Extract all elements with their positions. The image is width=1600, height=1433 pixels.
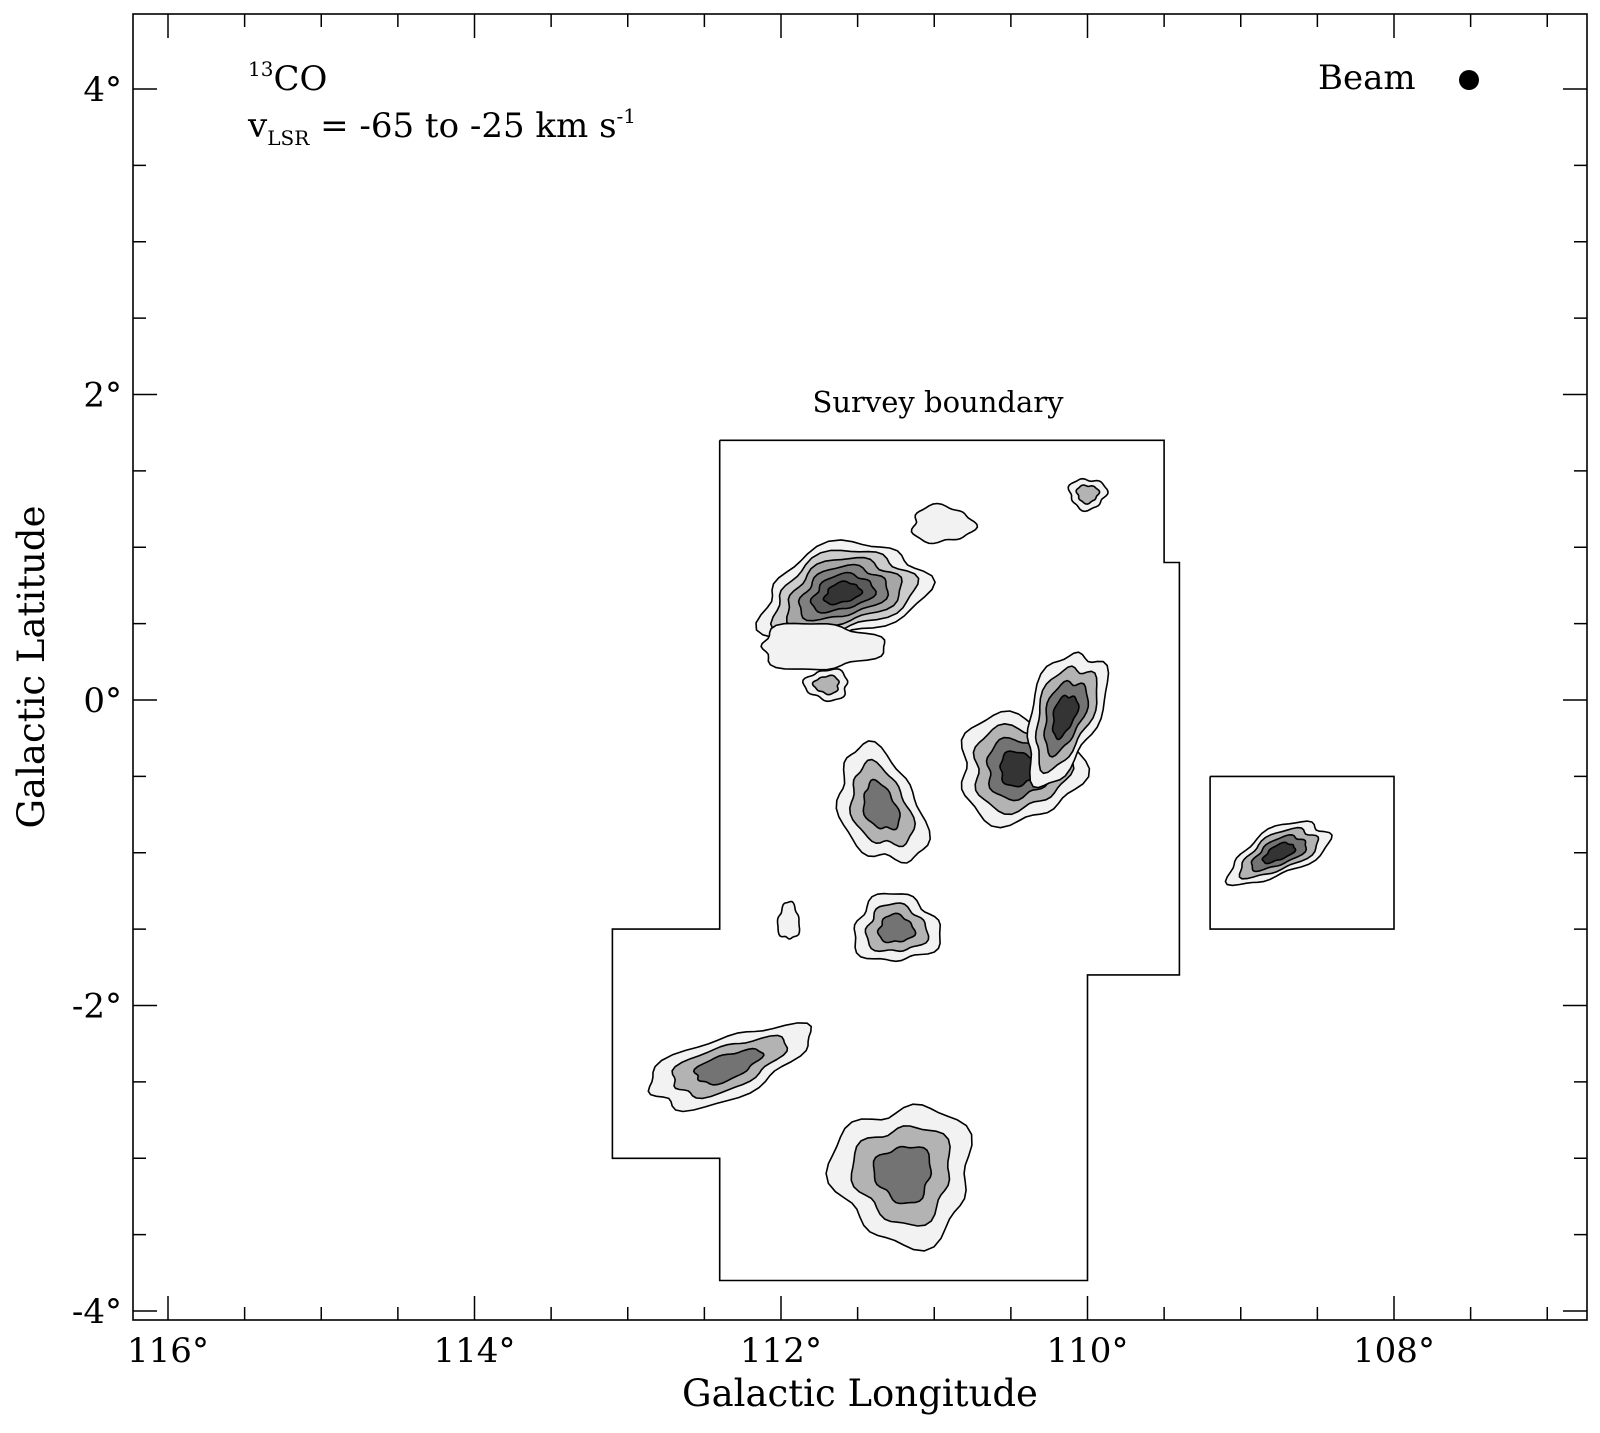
contour-line bbox=[1238, 826, 1320, 880]
velocity-symbol: v bbox=[247, 106, 268, 146]
contour-line bbox=[864, 902, 930, 953]
contour-line bbox=[802, 668, 849, 703]
cloud-fill-level bbox=[777, 901, 800, 939]
contour-line bbox=[862, 778, 901, 831]
y-tick-label: 0° bbox=[83, 681, 122, 721]
x-tick-label: 116° bbox=[127, 1331, 209, 1371]
survey-boundaries bbox=[611, 439, 1395, 1282]
cloud-fill-level bbox=[911, 503, 978, 544]
contour-line bbox=[999, 750, 1041, 788]
contour-line bbox=[776, 900, 801, 940]
contour-line bbox=[872, 1145, 933, 1205]
cloud-clump-i bbox=[910, 502, 979, 545]
cloud-fill-level bbox=[761, 623, 885, 670]
velocity-unit-exponent: -1 bbox=[617, 104, 636, 128]
y-axis-label: Galactic Latitude bbox=[10, 505, 53, 828]
contour-line bbox=[876, 912, 917, 944]
contour-line bbox=[811, 674, 840, 696]
velocity-subscript: LSR bbox=[267, 126, 310, 150]
beam-marker bbox=[1459, 70, 1479, 90]
y-tick-label: 4° bbox=[83, 70, 122, 110]
contour-line bbox=[910, 502, 979, 545]
contour-line bbox=[1051, 694, 1080, 741]
cloud-clump-h bbox=[1224, 820, 1333, 887]
plot-title-species: 13CO bbox=[248, 57, 327, 99]
x-tick-label: 114° bbox=[434, 1331, 516, 1371]
cloud-clump-a bbox=[755, 539, 936, 646]
contour-line bbox=[849, 758, 916, 848]
y-tick-label: -4° bbox=[72, 1292, 122, 1332]
contour-line bbox=[835, 740, 931, 864]
contour-line bbox=[647, 1022, 812, 1113]
contour-line bbox=[1026, 651, 1110, 789]
cloud-fill-level bbox=[863, 779, 900, 830]
cloud-clump-d bbox=[835, 740, 931, 864]
beam-label: Beam bbox=[1318, 58, 1416, 98]
emission-clouds bbox=[647, 477, 1333, 1252]
cloud-fill-level bbox=[1052, 695, 1079, 740]
contour-line bbox=[786, 556, 903, 629]
contour-line bbox=[1043, 679, 1090, 758]
contour-line bbox=[822, 580, 864, 606]
species-name: CO bbox=[273, 59, 327, 99]
cloud-fill-level bbox=[1076, 485, 1100, 505]
contour-line bbox=[825, 1103, 973, 1252]
cloud-clump-l bbox=[776, 900, 801, 940]
cloud-fill-level bbox=[812, 675, 840, 695]
cloud-clump-k bbox=[802, 668, 849, 703]
y-tick-label: -2° bbox=[72, 987, 122, 1027]
contour-line bbox=[760, 622, 886, 671]
contour-line bbox=[1224, 820, 1333, 887]
contour-line bbox=[853, 892, 941, 963]
species-isotope: 13 bbox=[248, 57, 273, 81]
cloud-fill-level bbox=[693, 1048, 764, 1085]
contour-line bbox=[797, 563, 890, 622]
plot-title-velocity: vLSR = -65 to -25 km s-1 bbox=[247, 104, 636, 150]
contour-line bbox=[809, 571, 877, 614]
x-tick-label: 110° bbox=[1047, 1331, 1129, 1371]
cloud-clump-g bbox=[825, 1103, 973, 1252]
contour-line bbox=[755, 539, 936, 646]
contour-line bbox=[692, 1047, 765, 1086]
x-tick-label: 108° bbox=[1353, 1331, 1435, 1371]
contour-line bbox=[1067, 477, 1109, 513]
cloud-clump-m bbox=[760, 622, 886, 671]
cloud-clump-e bbox=[853, 892, 941, 963]
cloud-clump-j bbox=[1067, 477, 1109, 513]
axis-ticks bbox=[133, 14, 1587, 1320]
contour-line bbox=[1261, 841, 1297, 865]
x-axis-label: Galactic Longitude bbox=[682, 1372, 1038, 1415]
contour-line bbox=[1250, 834, 1308, 873]
x-tick-label: 112° bbox=[740, 1331, 822, 1371]
survey-boundary-main bbox=[611, 439, 1181, 1282]
cloud-clump-f bbox=[647, 1022, 812, 1113]
contour-line bbox=[850, 1125, 951, 1227]
cloud-fill-level bbox=[1262, 842, 1296, 864]
cloud-clump-c bbox=[1026, 651, 1110, 789]
survey-boundary-label: Survey boundary bbox=[812, 385, 1064, 419]
velocity-range: = -65 to -25 km s bbox=[309, 106, 616, 146]
contour-line bbox=[769, 549, 920, 636]
plot-frame bbox=[132, 13, 1588, 1321]
contour-line bbox=[671, 1034, 789, 1100]
survey-boundary-box bbox=[1209, 775, 1395, 930]
contour-line bbox=[1034, 665, 1098, 775]
tick-labels: 116° 114° 112° 110° 108° 4° 2° 0° -2° -4° bbox=[72, 70, 1435, 1371]
y-tick-label: 2° bbox=[83, 376, 122, 416]
cloud-fill-level bbox=[873, 1146, 932, 1204]
contour-line bbox=[1075, 484, 1101, 505]
